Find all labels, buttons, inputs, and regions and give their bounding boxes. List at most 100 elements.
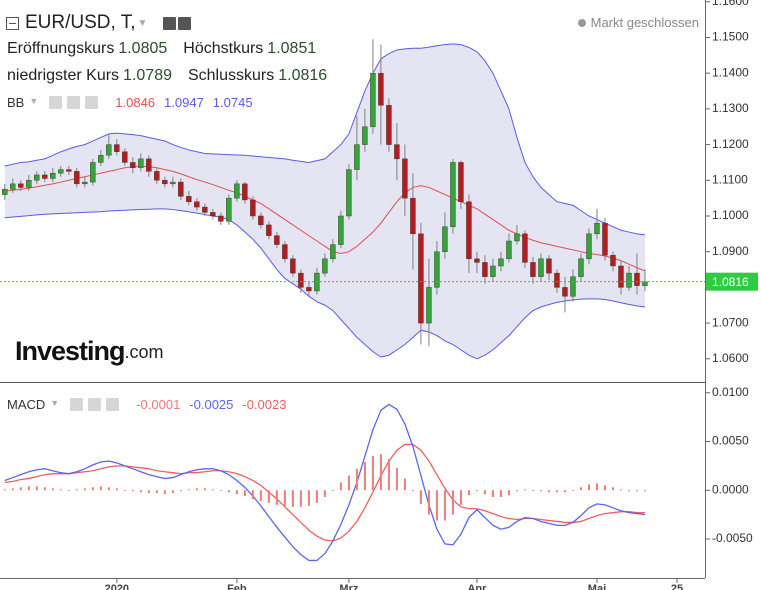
histogram-bar <box>267 490 270 503</box>
histogram-bar <box>475 490 478 492</box>
candle-body <box>218 215 224 222</box>
histogram-bar <box>11 488 14 491</box>
candle-body <box>458 162 464 202</box>
settings-icon[interactable] <box>67 96 81 109</box>
histogram-bar <box>27 486 30 491</box>
candle-body <box>90 162 96 183</box>
logo-suffix: .com <box>125 342 164 362</box>
histogram-bar <box>275 490 278 505</box>
settings-icon[interactable] <box>178 16 192 30</box>
band-line <box>4 43 646 236</box>
candle-body <box>322 258 328 274</box>
close-icon[interactable] <box>85 96 99 109</box>
histogram-bar <box>579 487 582 491</box>
histogram-bar <box>323 490 326 498</box>
candle-body <box>506 240 512 260</box>
y-tick-label: 0.0050 <box>712 434 749 448</box>
histogram-bar <box>547 490 550 493</box>
indicator-name: MACD <box>7 397 46 412</box>
histogram-bar <box>139 490 142 493</box>
histogram-bar <box>219 490 222 492</box>
histogram-bar <box>67 490 70 492</box>
histogram-bar <box>411 490 414 492</box>
band-line <box>4 208 646 360</box>
caret[interactable]: ▼ <box>50 398 60 408</box>
candle-body <box>170 181 176 185</box>
histogram-bar <box>331 490 334 492</box>
ohlc-value: 1.0851 <box>267 40 317 57</box>
histogram-bar <box>59 489 62 491</box>
x-tick-label: Mrz <box>339 583 358 590</box>
candle-body <box>194 201 200 208</box>
histogram-bar <box>587 484 590 491</box>
candle-body <box>354 144 360 170</box>
indicator-legend: MACD ▼ -0.0001 -0.0025 -0.0023 <box>7 397 286 412</box>
candle-body <box>258 215 264 226</box>
histogram-bar <box>531 490 534 492</box>
candle-body <box>114 144 120 152</box>
histogram-bar <box>563 490 566 493</box>
symbol: EUR/USD, T, <box>25 12 136 33</box>
histogram-bar <box>555 490 558 493</box>
indicator-value: -0.0025 <box>189 397 234 412</box>
ohlc-label: Höchstkurs <box>183 40 264 57</box>
candle-body <box>306 287 312 292</box>
ohlc-row: Eröffnungskurs 1.0805 Höchstkurs 1.0851 <box>7 40 328 58</box>
candle-body <box>138 158 144 168</box>
histogram-bar <box>611 487 614 491</box>
symbol-bar: EUR/USD, T, ▼ <box>6 12 193 34</box>
candle-body <box>186 196 192 202</box>
histogram-bar <box>403 478 406 491</box>
y-tick-label: 1.1000 <box>712 208 749 222</box>
band-fill <box>4 43 645 359</box>
histogram-bar <box>107 487 110 491</box>
candle-body <box>626 272 632 288</box>
histogram-bar <box>379 454 382 491</box>
market-status: Markt geschlossen <box>577 15 699 30</box>
settings-icon[interactable] <box>88 398 102 411</box>
candle-body <box>594 222 600 235</box>
candle-body <box>570 276 576 297</box>
histogram-bar <box>83 488 86 491</box>
candle-body <box>50 172 56 179</box>
histogram-bar <box>427 490 430 515</box>
band-middle <box>4 165 646 272</box>
ohlc-value: 1.0805 <box>118 40 168 57</box>
candle-body <box>242 183 248 201</box>
candle-body <box>130 162 136 168</box>
candle-body <box>394 144 400 160</box>
histogram-bar <box>355 468 358 491</box>
candle-body <box>386 105 392 145</box>
x-tick-label: Feb <box>227 583 247 590</box>
histogram-bar <box>523 489 526 491</box>
candle-body <box>162 180 168 185</box>
histogram-bar <box>99 486 102 491</box>
histogram-bar <box>483 490 486 495</box>
histogram-bar <box>251 490 254 500</box>
indicator-tools: ▼ <box>50 398 121 411</box>
symbol-menu[interactable]: ▼ <box>137 17 148 29</box>
close-icon[interactable] <box>106 398 120 411</box>
eye-icon[interactable] <box>163 16 177 30</box>
macd-line <box>4 403 646 562</box>
candle-body <box>66 169 72 172</box>
histogram-bar <box>539 490 542 492</box>
histogram-bar <box>595 483 598 491</box>
candle-body <box>338 215 344 245</box>
candle-body <box>26 180 32 188</box>
y-tick-label: 1.0700 <box>712 315 749 329</box>
histogram-bar <box>451 490 454 515</box>
histogram-bar <box>291 490 294 507</box>
candle-body <box>610 255 616 267</box>
caret[interactable]: ▼ <box>29 96 39 106</box>
histogram-bar <box>171 490 174 494</box>
eye-icon[interactable] <box>49 96 63 109</box>
histogram-bar <box>443 490 446 521</box>
candle-body <box>466 201 472 260</box>
histogram-bar <box>3 489 6 491</box>
ohlc-label: Eröffnungskurs <box>7 40 115 57</box>
collapse-button[interactable] <box>6 16 19 30</box>
histogram-bar <box>155 490 158 494</box>
histogram-bar <box>179 490 182 492</box>
eye-icon[interactable] <box>70 398 84 411</box>
